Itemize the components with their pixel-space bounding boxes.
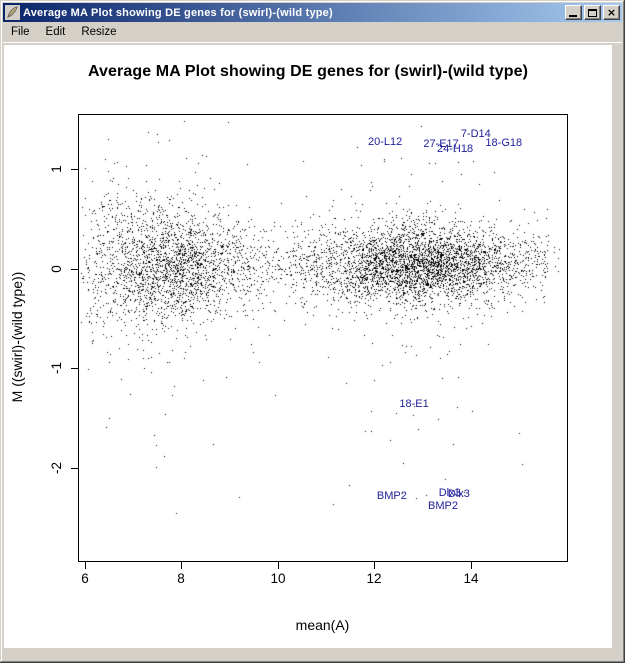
x-axis-label: mean(A) <box>295 617 350 633</box>
y-axis-tick-label: 1 <box>49 165 64 173</box>
y-axis-tick <box>71 169 78 170</box>
menu-edit[interactable]: Edit <box>45 26 66 38</box>
y-axis-tick-label: 0 <box>49 265 64 273</box>
y-axis-label: M ((swirl)-(wild type)) <box>9 271 25 403</box>
gene-label: BMP2 <box>428 500 458 513</box>
x-axis-tick-label: 6 <box>81 571 89 586</box>
gene-label: 18-G18 <box>485 136 523 149</box>
gene-label: 24-H18 <box>437 142 474 155</box>
gene-label: 20-L12 <box>367 135 403 148</box>
x-axis-tick <box>471 562 472 569</box>
menu-bar: File Edit Resize <box>3 22 622 43</box>
x-axis-tick-label: 10 <box>270 571 286 586</box>
plot-surface: Average MA Plot showing DE genes for (sw… <box>4 45 612 648</box>
gene-label: 18-E1 <box>399 398 429 411</box>
x-axis-tick-label: 12 <box>366 571 382 586</box>
maximize-icon <box>588 8 597 17</box>
x-axis-tick <box>278 562 279 569</box>
menu-file[interactable]: File <box>11 26 30 38</box>
minimize-button[interactable] <box>565 5 582 20</box>
y-axis-tick <box>71 269 78 270</box>
x-axis-tick <box>181 562 182 569</box>
menu-resize[interactable]: Resize <box>81 26 117 38</box>
y-axis-tick-label: -2 <box>49 462 64 475</box>
maximize-button[interactable] <box>584 5 601 20</box>
gene-label: Dlx3 <box>438 487 461 500</box>
y-axis-tick-label: -1 <box>49 362 64 375</box>
title-bar[interactable]: Average MA Plot showing DE genes for (sw… <box>3 3 622 22</box>
gene-label: BMP2 <box>376 490 407 503</box>
x-axis-tick-label: 14 <box>463 571 479 586</box>
y-axis-tick <box>71 468 78 469</box>
gene-label: 27-E17 <box>423 137 459 150</box>
close-button[interactable]: × <box>603 5 620 20</box>
x-axis-tick <box>85 562 86 569</box>
window-client-area: Average MA Plot showing DE genes for (sw… <box>3 44 622 660</box>
x-axis-tick-label: 8 <box>177 571 185 586</box>
gene-label: Dlx3 <box>447 488 470 501</box>
y-axis-tick <box>71 368 78 369</box>
plot-title: Average MA Plot showing DE genes for (sw… <box>87 63 528 80</box>
window-title: Average MA Plot showing DE genes for (sw… <box>23 6 333 19</box>
x-axis-tick <box>374 562 375 569</box>
gene-label: 7-D14 <box>460 127 491 140</box>
scatter-points-canvas <box>78 114 568 562</box>
minimize-icon <box>569 15 577 17</box>
close-icon: × <box>606 5 617 19</box>
window-feather-icon[interactable] <box>5 5 20 20</box>
